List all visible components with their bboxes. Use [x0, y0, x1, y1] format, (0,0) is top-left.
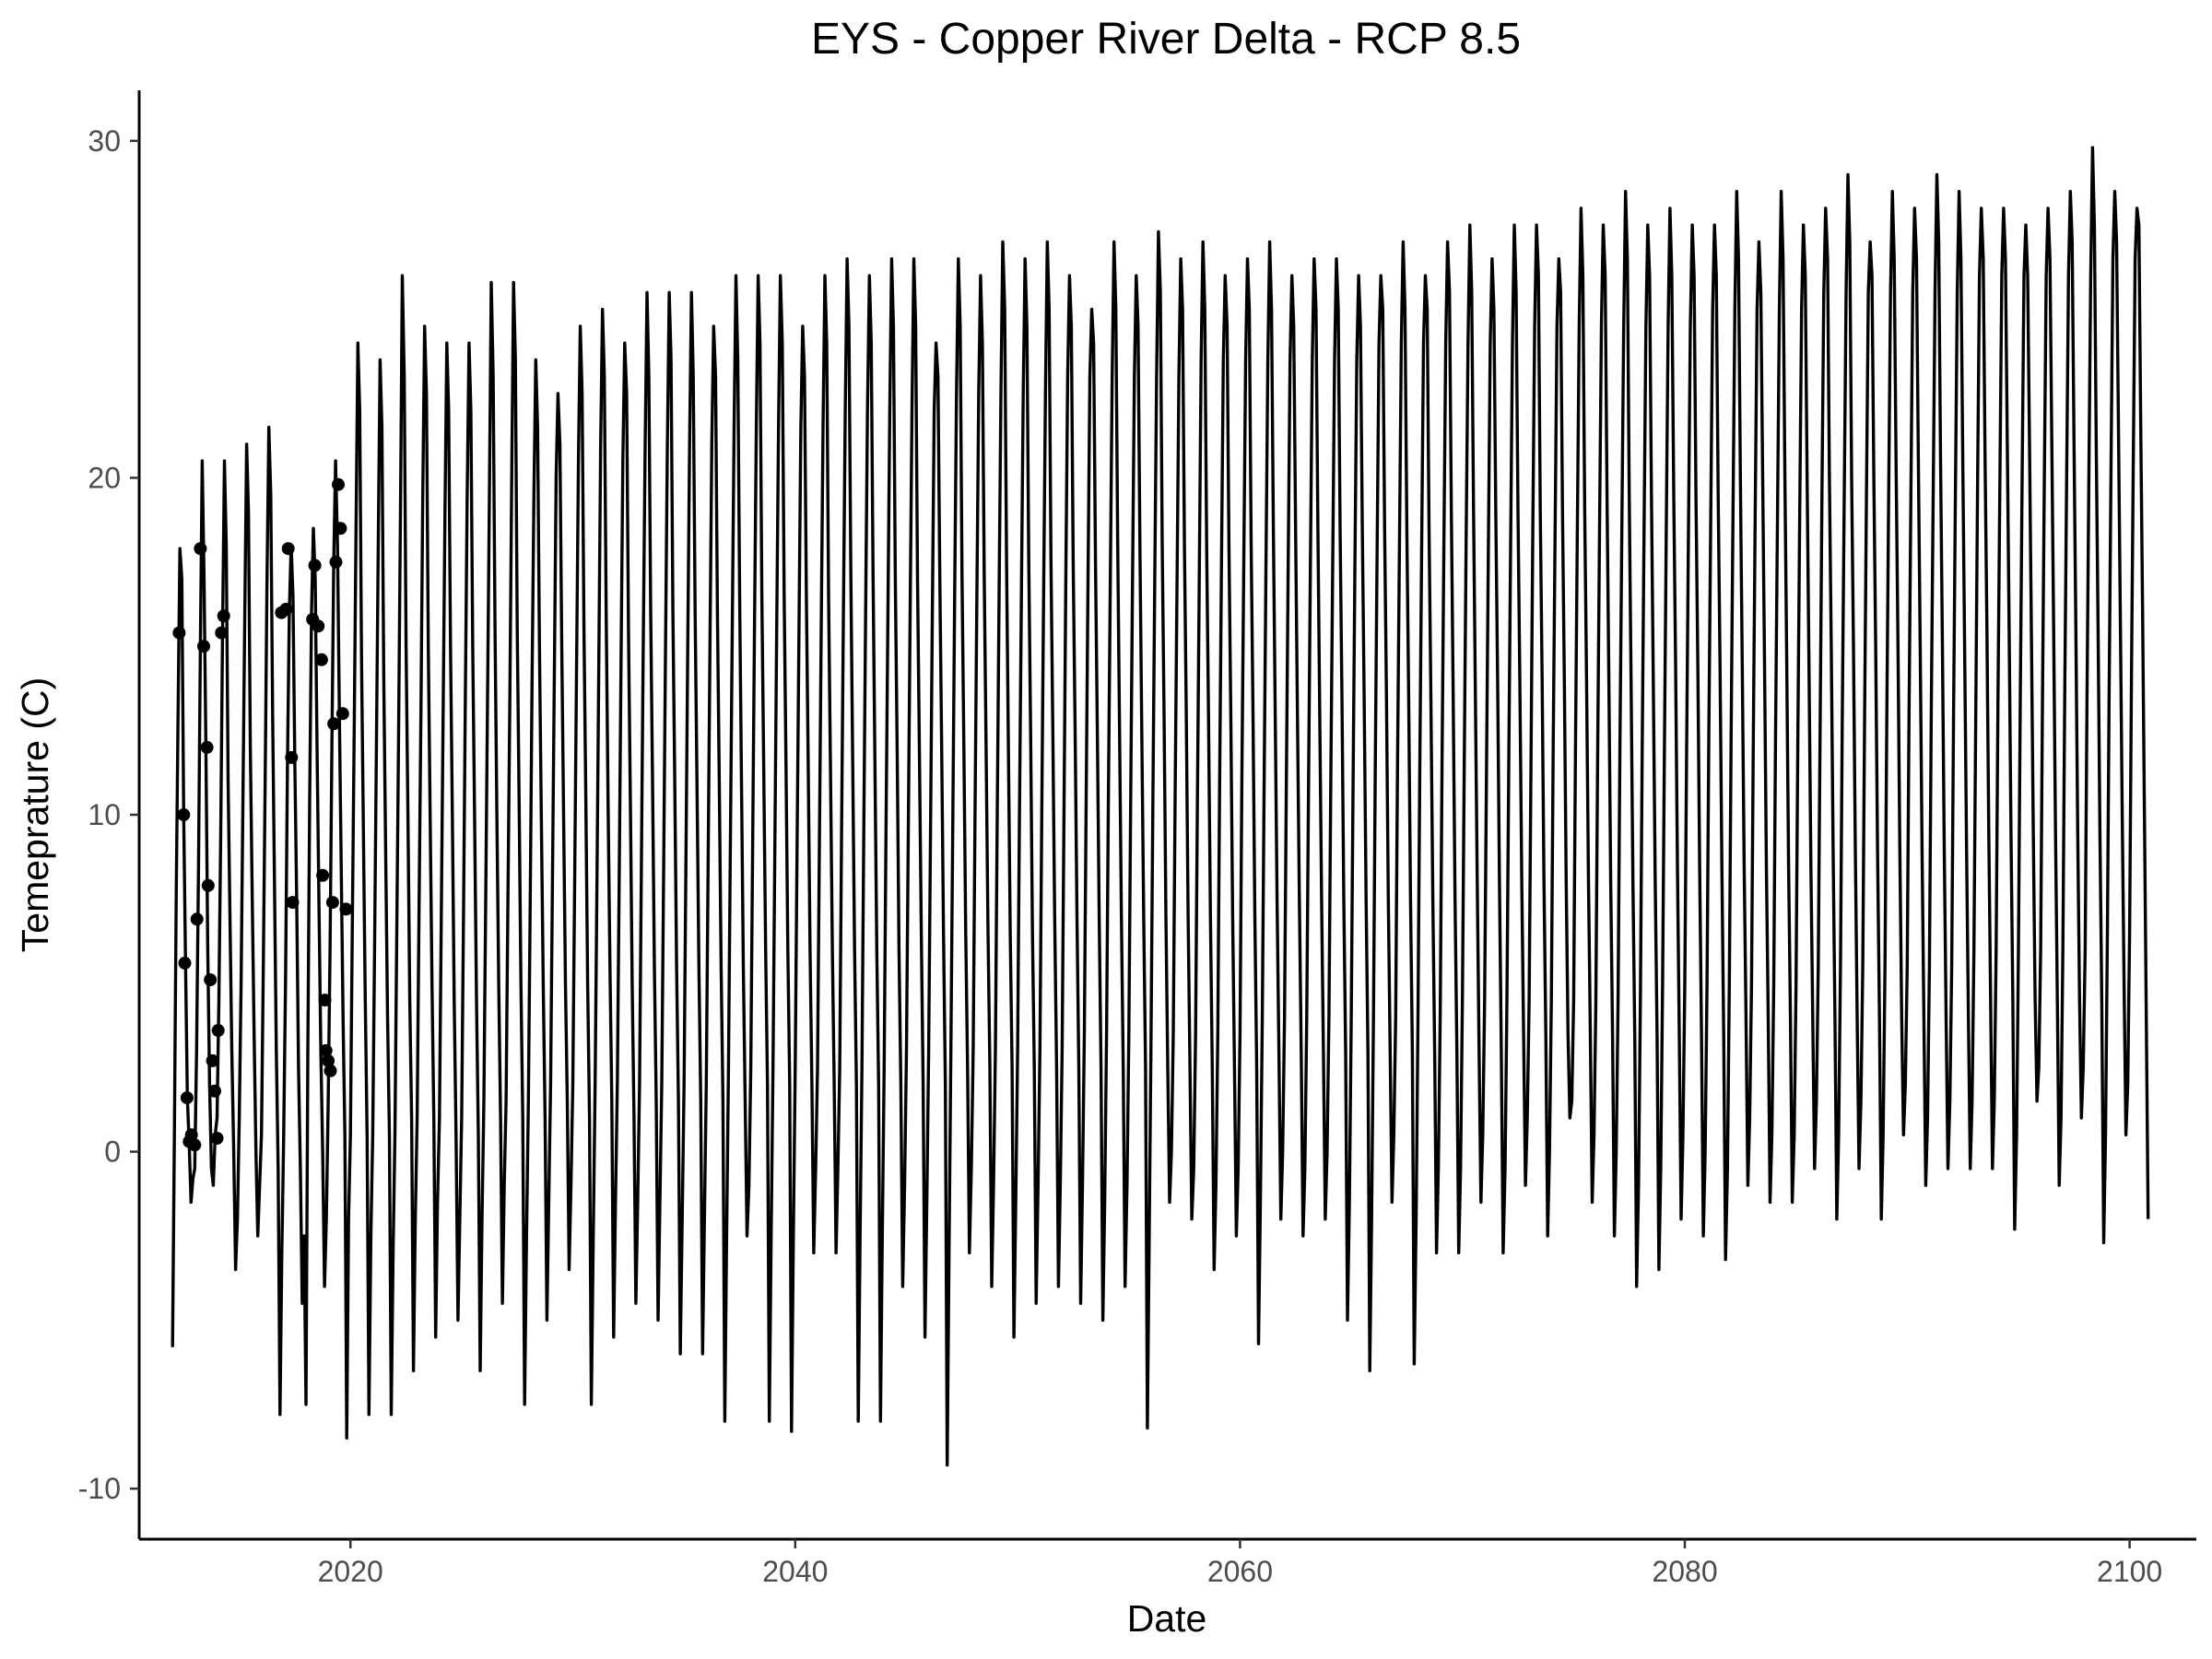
observed-data-point: [339, 902, 353, 916]
observed-data-point: [215, 626, 229, 640]
x-axis-ticks: 2020 2040 2060 2080 2100: [318, 1539, 2162, 1588]
observed-data-point: [211, 1024, 225, 1037]
observed-data-point: [335, 707, 349, 721]
observed-data-point: [180, 1091, 194, 1105]
observed-data-point: [332, 477, 345, 491]
y-axis-title: Temeprature (C): [14, 677, 56, 952]
x-axis-title: Date: [1127, 1597, 1207, 1640]
observed-data-point: [285, 750, 299, 764]
observed-data-point: [177, 808, 191, 821]
x-tick-label: 2100: [2097, 1555, 2162, 1588]
observed-data-point: [281, 542, 295, 556]
observed-data-point: [319, 1043, 333, 1057]
observed-data-point: [200, 740, 214, 754]
y-tick-label: 20: [88, 461, 121, 494]
observed-data-point: [210, 1132, 224, 1145]
observed-data-point: [188, 1138, 202, 1152]
observed-data-point: [325, 896, 339, 910]
observed-data-point: [172, 626, 186, 640]
observed-data-point: [322, 1053, 335, 1067]
observed-data-point: [329, 555, 343, 569]
chart-title: EYS - Copper River Delta - RCP 8.5: [811, 15, 1521, 64]
observed-data-point: [327, 717, 341, 731]
observed-data-point: [308, 559, 322, 572]
observed-data-point: [314, 653, 328, 666]
x-tick-label: 2040: [762, 1555, 828, 1588]
observed-data-point: [312, 619, 325, 633]
y-tick-label: 30: [88, 124, 121, 158]
observed-data-point: [201, 878, 215, 892]
observed-data-point: [190, 912, 204, 926]
observed-data-point: [316, 868, 330, 882]
observed-data-point: [178, 956, 192, 970]
observed-data-point: [184, 1128, 198, 1142]
observed-data-point: [194, 542, 207, 556]
observed-data-point: [206, 1053, 219, 1067]
plot-area: [171, 146, 2150, 1467]
observed-data-point: [197, 640, 210, 653]
temperature-series-line: [171, 146, 2150, 1467]
observed-data-point: [279, 603, 293, 616]
y-axis-ticks: -10 0 10 20 30: [78, 124, 139, 1505]
observed-data-point: [324, 1064, 337, 1077]
y-tick-label: -10: [78, 1472, 121, 1505]
observed-data-point: [204, 973, 218, 987]
observed-data-point: [318, 994, 332, 1007]
x-tick-label: 2020: [318, 1555, 383, 1588]
observed-data-point: [334, 522, 347, 535]
x-tick-label: 2080: [1652, 1555, 1717, 1588]
observed-data-point: [217, 609, 230, 623]
y-tick-label: 0: [104, 1135, 121, 1169]
observed-data-point: [208, 1084, 221, 1098]
y-tick-label: 10: [88, 798, 121, 831]
observed-data-point: [286, 896, 300, 910]
x-tick-label: 2060: [1207, 1555, 1273, 1588]
